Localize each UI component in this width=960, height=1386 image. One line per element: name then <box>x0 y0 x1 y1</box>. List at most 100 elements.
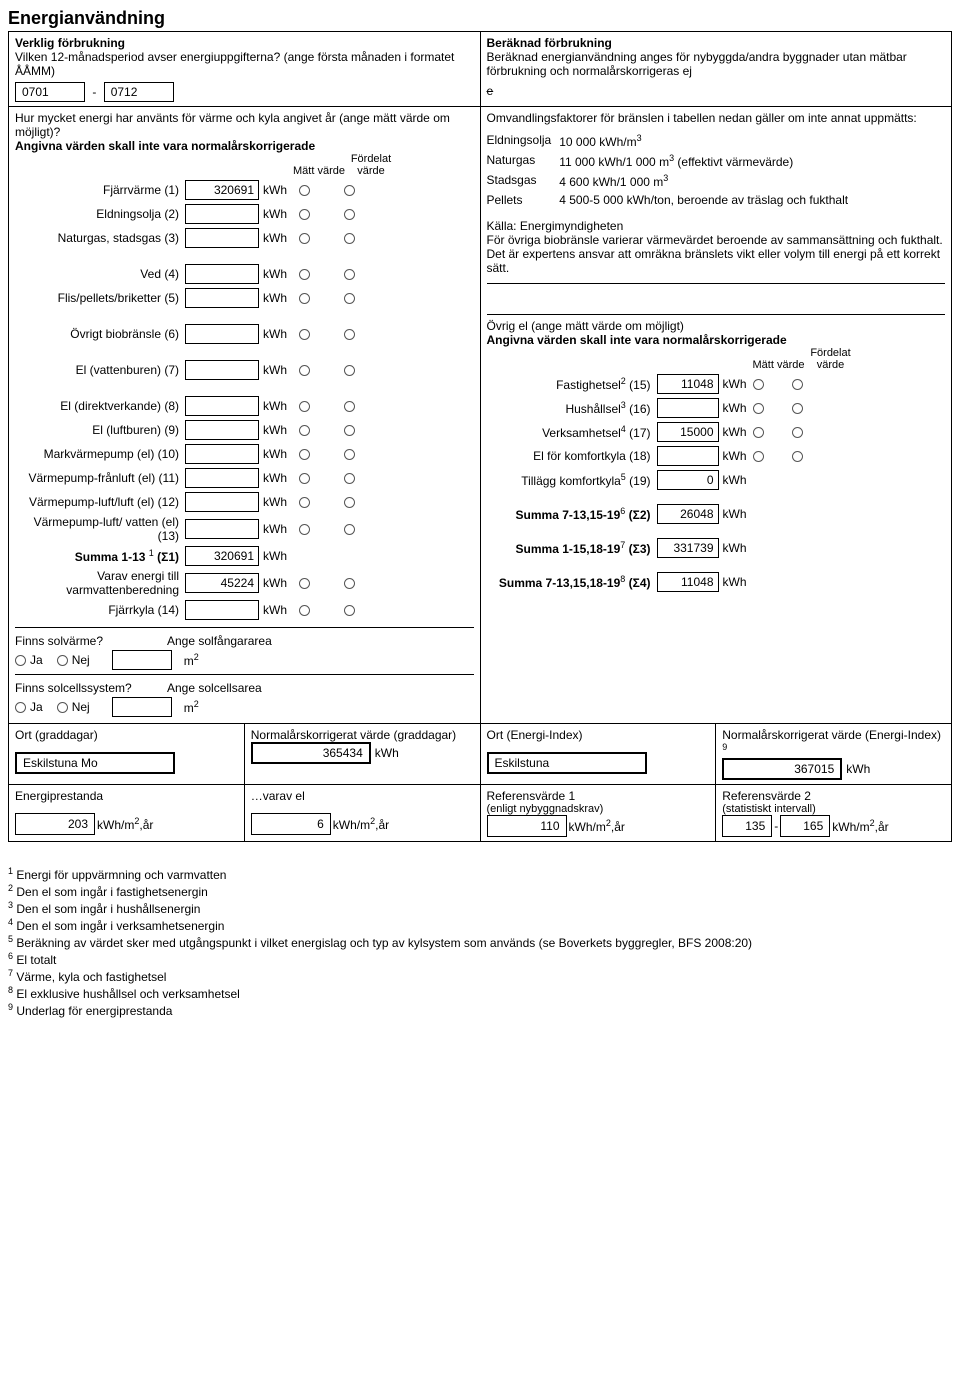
ovrig-value-input[interactable]: 26048 <box>657 504 719 524</box>
ovrig-row: Fastighetsel2 (15)11048kWh <box>487 373 946 395</box>
fordelat-radio[interactable] <box>344 497 355 508</box>
solvarme-ja-radio[interactable] <box>15 655 26 666</box>
varav-unit: kWh/m2,år <box>333 816 389 832</box>
fordelat-radio[interactable] <box>344 401 355 412</box>
energiprestanda-input[interactable]: 203 <box>15 813 95 835</box>
ovrig-value-input[interactable]: 11048 <box>657 572 719 592</box>
matt-radio[interactable] <box>753 451 764 462</box>
energy-value-input[interactable] <box>185 324 259 344</box>
energy-value-input[interactable] <box>185 396 259 416</box>
norm-ei-input[interactable]: 367015 <box>722 758 842 780</box>
fordelat-radio[interactable] <box>344 329 355 340</box>
ref2-to-input[interactable]: 165 <box>780 815 830 837</box>
matt-radio[interactable] <box>299 425 310 436</box>
ref1-label: Referensvärde 1 <box>487 789 710 803</box>
fordelat-radio[interactable] <box>344 449 355 460</box>
fordelat-radio[interactable] <box>792 451 803 462</box>
summa-value-input[interactable]: 320691 <box>185 546 259 566</box>
fordelat-radio[interactable] <box>344 473 355 484</box>
conversion-intro: Omvandlingsfaktorer för bränslen i tabel… <box>487 111 946 125</box>
left-header-cell: Verklig förbrukning Vilken 12-månadsperi… <box>9 32 481 107</box>
solvarme-nej-radio[interactable] <box>57 655 68 666</box>
matt-radio[interactable] <box>299 185 310 196</box>
energy-value-input[interactable] <box>185 204 259 224</box>
energy-row: El (vattenburen) (7)kWh <box>15 359 474 381</box>
matt-radio[interactable] <box>299 329 310 340</box>
kwh-label: kWh <box>719 449 753 463</box>
ovrig-value-input[interactable]: 0 <box>657 470 719 490</box>
matt-radio[interactable] <box>299 473 310 484</box>
matt-radio[interactable] <box>299 365 310 376</box>
energy-value-input[interactable] <box>185 288 259 308</box>
matt-radio[interactable] <box>299 605 310 616</box>
fordelat-radio[interactable] <box>344 209 355 220</box>
matt-radio[interactable] <box>753 403 764 414</box>
matt-radio[interactable] <box>299 209 310 220</box>
fordelat-radio[interactable] <box>344 293 355 304</box>
kwh-label: kWh <box>259 522 293 536</box>
ort-ei-label: Ort (Energi-Index) <box>487 728 710 742</box>
fordelat-radio[interactable] <box>792 403 803 414</box>
energy-label: Naturgas, stadsgas (3) <box>15 231 185 245</box>
ovrig-row: Hushållsel3 (16)kWh <box>487 397 946 419</box>
ovrig-value-input[interactable] <box>657 446 719 466</box>
fordelat-radio[interactable] <box>344 425 355 436</box>
period-to-input[interactable]: 0712 <box>104 82 174 102</box>
kwh-label: kWh <box>719 575 753 589</box>
fordelat-radio[interactable] <box>344 578 355 589</box>
energy-value-input[interactable] <box>185 264 259 284</box>
matt-radio[interactable] <box>299 293 310 304</box>
energy-value-input[interactable] <box>185 228 259 248</box>
ovrig-label: Fastighetsel2 (15) <box>487 376 657 392</box>
kwh-unit: kWh <box>375 746 399 760</box>
solcell-ja-radio[interactable] <box>15 702 26 713</box>
matt-radio[interactable] <box>299 497 310 508</box>
col-fordelat-header: Fördelat värde <box>345 153 397 177</box>
matt-radio[interactable] <box>299 401 310 412</box>
fordelat-radio[interactable] <box>344 269 355 280</box>
ovrig-value-input[interactable] <box>657 398 719 418</box>
matt-radio[interactable] <box>753 427 764 438</box>
energy-value-input[interactable] <box>185 519 259 539</box>
energy-value-input[interactable] <box>185 420 259 440</box>
matt-radio[interactable] <box>299 449 310 460</box>
fordelat-radio[interactable] <box>344 605 355 616</box>
fordelat-radio[interactable] <box>344 524 355 535</box>
ovrig-value-input[interactable]: 331739 <box>657 538 719 558</box>
solfangararea-input[interactable] <box>112 650 172 670</box>
varav-el-input[interactable]: 6 <box>251 813 331 835</box>
ovrig-value-input[interactable]: 11048 <box>657 374 719 394</box>
ref1-input[interactable]: 110 <box>487 815 567 837</box>
ref2-from-input[interactable]: 135 <box>722 815 772 837</box>
energy-row: Värmepump-frånluft (el) (11)kWh <box>15 467 474 489</box>
fordelat-radio[interactable] <box>792 427 803 438</box>
ovrig-row: Tillägg komfortkyla5 (19)0kWh <box>487 469 946 491</box>
energy-value-input[interactable] <box>185 468 259 488</box>
matt-radio[interactable] <box>753 379 764 390</box>
energy-value-input[interactable] <box>185 444 259 464</box>
period-from-input[interactable]: 0701 <box>15 82 85 102</box>
fordelat-radio[interactable] <box>792 379 803 390</box>
matt-radio[interactable] <box>299 524 310 535</box>
solcellsarea-input[interactable] <box>112 697 172 717</box>
energy-value-input[interactable]: 320691 <box>185 180 259 200</box>
ref2-label: Referensvärde 2 <box>722 789 945 803</box>
norm-graddagar-input[interactable]: 365434 <box>251 742 371 764</box>
ort-ei-input[interactable]: Eskilstuna <box>487 752 647 774</box>
matt-radio[interactable] <box>299 233 310 244</box>
energy-value-input[interactable] <box>185 360 259 380</box>
conv-name: Pellets <box>487 191 560 209</box>
fordelat-radio[interactable] <box>344 233 355 244</box>
matt-radio[interactable] <box>299 578 310 589</box>
right-header-cell: Beräknad förbrukning Beräknad energianvä… <box>480 32 952 107</box>
summa-value-input[interactable]: 45224 <box>185 573 259 593</box>
solcell-nej-radio[interactable] <box>57 702 68 713</box>
fordelat-radio[interactable] <box>344 365 355 376</box>
energy-value-input[interactable] <box>185 492 259 512</box>
fordelat-radio[interactable] <box>344 185 355 196</box>
ovrig-value-input[interactable]: 15000 <box>657 422 719 442</box>
ovrig-el-title: Övrig el (ange mätt värde om möjligt) <box>487 319 946 333</box>
summa-value-input[interactable] <box>185 600 259 620</box>
matt-radio[interactable] <box>299 269 310 280</box>
ort-graddagar-input[interactable]: Eskilstuna Mo <box>15 752 175 774</box>
